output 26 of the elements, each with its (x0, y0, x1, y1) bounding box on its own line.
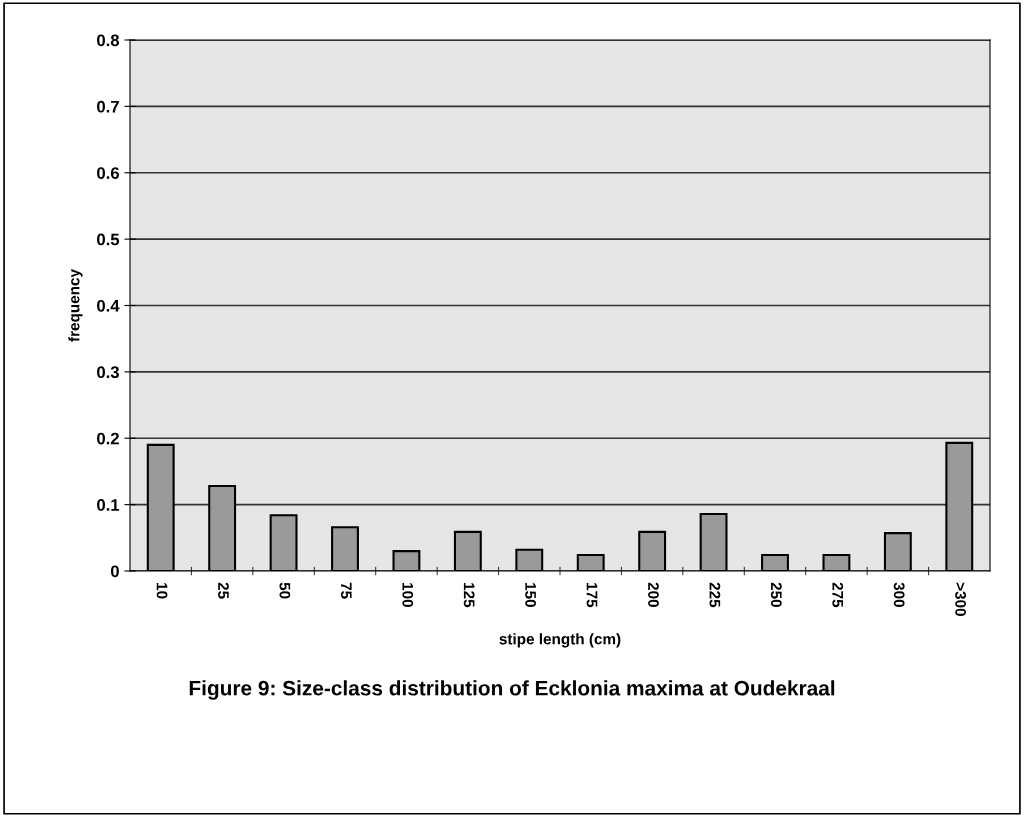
x-tick-label: 10 (156, 583, 168, 599)
x-tick-label: 25 (218, 582, 229, 599)
x-tick-label: 275 (832, 582, 844, 608)
text: Figure 9: Size-class distribution of Ecklonia maxima at Oudekraal (189, 680, 835, 700)
x-tick-label: 125 (463, 583, 475, 608)
y-tick-label: 0.7 (97, 100, 119, 113)
x-tick-label: 250 (770, 582, 782, 607)
x-tick-label: 200 (648, 582, 659, 607)
y-axis-title: frequency (68, 269, 83, 342)
y-tick-label: 0 (110, 565, 119, 578)
y-tick-label: 0.1 (97, 499, 120, 511)
y-tick-label: 0.2 (97, 432, 119, 445)
x-tick-label: >300 (955, 582, 966, 616)
x-tick-label: 225 (709, 582, 721, 608)
y-tick-label: 0.4 (97, 299, 120, 312)
y-tick-label: 0.5 (97, 233, 120, 246)
x-tick-label: 50 (279, 582, 291, 599)
x-axis-title: stipe length (cm) (499, 633, 621, 648)
x-tick-label: 175 (586, 583, 598, 608)
x-tick-label: 150 (525, 583, 536, 607)
y-tick-label: 0.6 (97, 167, 119, 179)
x-tick-label: 100 (402, 583, 414, 607)
x-tick-label: 300 (893, 582, 905, 607)
y-tick-label: 0.8 (97, 34, 120, 47)
x-tick-label: 75 (340, 582, 352, 599)
y-tick-label: 0.3 (97, 366, 119, 379)
